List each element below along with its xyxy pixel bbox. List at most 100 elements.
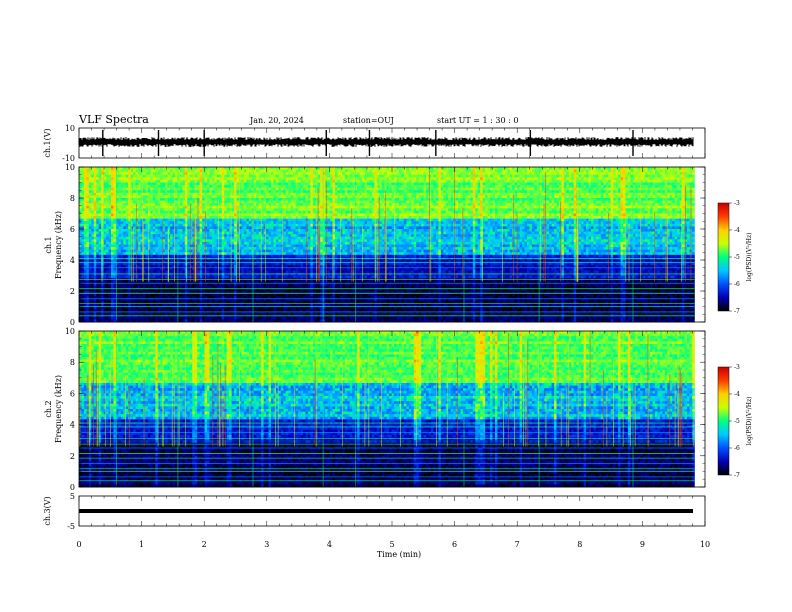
spectrogram-cell	[79, 167, 82, 170]
spectrogram-cell	[261, 192, 265, 196]
spectrogram-cell	[138, 190, 141, 194]
spectrogram-cell	[421, 190, 424, 194]
spectrogram-cell	[460, 185, 464, 189]
spectrogram-cell	[165, 177, 169, 181]
spectrogram-cell	[408, 208, 412, 212]
spectrogram-cell	[371, 216, 375, 220]
spectrogram-cell	[640, 213, 644, 217]
spectrogram-cell	[344, 213, 348, 217]
spectrogram-cell	[288, 208, 292, 212]
spectrogram-cell	[507, 190, 511, 194]
spectrogram-cell	[502, 187, 506, 191]
spectrogram-cell	[140, 172, 144, 176]
spectrogram-cell	[283, 172, 287, 176]
spectrogram-cell	[394, 205, 397, 209]
spectrogram-cell	[204, 185, 208, 189]
spectrogram-cell	[241, 169, 245, 173]
spectrogram-cell	[103, 187, 107, 191]
spectrogram-cell	[266, 198, 269, 201]
spectrogram-cell	[197, 182, 201, 186]
spectrogram-cell	[578, 187, 582, 191]
spectrogram-cell	[155, 195, 159, 199]
spectrogram-cell	[586, 172, 589, 176]
spectrogram-cell	[327, 174, 331, 178]
spectrogram-cell	[394, 185, 397, 189]
spectrogram-cell	[238, 195, 242, 199]
spectrogram-cell	[189, 172, 193, 176]
spectrogram-cell	[362, 182, 365, 186]
spectrogram-cell	[354, 208, 358, 212]
spectrogram-cell	[546, 192, 550, 196]
spectrogram-cell	[620, 187, 624, 191]
spectrogram-cell	[418, 167, 422, 170]
spectrogram-cell	[278, 187, 282, 191]
spectrogram-cell	[130, 198, 134, 201]
spectrogram-cell	[645, 179, 648, 183]
spectrogram-cell	[386, 203, 390, 207]
spectrogram-cell	[445, 174, 449, 178]
spectrogram-cell	[352, 208, 356, 212]
spectrogram-cell	[494, 182, 498, 186]
spectrogram-cell	[106, 172, 109, 176]
spectrogram-cell	[234, 203, 237, 207]
spectrogram-cell	[337, 177, 341, 181]
spectrogram-cell	[224, 210, 228, 214]
spectrogram-cell	[93, 203, 97, 207]
spectrogram-cell	[175, 187, 178, 191]
spectrogram-cell	[440, 205, 444, 209]
spectrogram-cell	[125, 203, 129, 207]
spectrogram-cell	[588, 185, 592, 189]
spectrogram-cell	[472, 195, 476, 199]
spectrogram-cell	[445, 187, 449, 191]
spectrogram-cell	[504, 172, 508, 176]
spectrogram-cell	[583, 198, 587, 201]
spectrogram-cell	[330, 187, 333, 191]
spectrogram-cell	[620, 174, 624, 178]
spectrogram-cell	[593, 213, 597, 217]
spectrogram-cell	[175, 208, 178, 212]
spectrogram-cell	[588, 167, 592, 170]
spectrogram-cell	[83, 174, 87, 178]
spectrogram-cell	[160, 169, 164, 173]
spectrogram-cell	[238, 208, 242, 212]
spectrogram-cell	[310, 216, 314, 220]
spectrogram-cell	[371, 203, 375, 207]
spectrogram-cell	[334, 187, 338, 191]
spectrogram-cell	[322, 187, 326, 191]
spectrogram-cell	[330, 198, 333, 201]
spectrogram-cell	[485, 195, 488, 199]
spectrogram-cell	[389, 213, 392, 217]
spectrogram-cell	[145, 213, 149, 217]
spectrogram-cell	[586, 200, 589, 204]
spectrogram-cell	[167, 190, 171, 194]
spectrogram-cell	[310, 213, 314, 217]
spectrogram-cell	[531, 185, 535, 189]
spectrogram-cell	[246, 174, 250, 178]
spectrogram-cell	[120, 205, 124, 209]
spectrogram-cell	[293, 192, 296, 196]
spectrogram-cell	[635, 179, 639, 183]
spectrogram-cell	[189, 210, 193, 214]
spectrogram-cell	[398, 177, 402, 181]
spectrogram-cell	[266, 169, 269, 173]
spectrogram-cell	[507, 187, 511, 191]
spectrogram-cell	[113, 203, 117, 207]
spectrogram-cell	[502, 200, 506, 204]
spectrogram-cell	[234, 216, 237, 220]
spectrogram-cell	[98, 192, 102, 196]
spectrogram-cell	[140, 185, 144, 189]
spectrogram-cell	[113, 195, 117, 199]
spectrogram-cell	[339, 200, 343, 204]
spectrogram-cell	[595, 185, 599, 189]
spectrogram-cell	[194, 205, 198, 209]
spectrogram-cell	[600, 174, 604, 178]
spectrogram-cell	[600, 203, 604, 207]
spectrogram-cell	[588, 169, 592, 173]
spectrogram-cell	[669, 192, 673, 196]
spectrogram-cell	[416, 208, 420, 212]
spectrogram-cell	[659, 213, 663, 217]
spectrogram-cell	[647, 200, 651, 204]
spectrogram-cell	[686, 190, 690, 194]
spectrogram-cell	[123, 216, 127, 220]
spectrogram-cell	[674, 195, 678, 199]
